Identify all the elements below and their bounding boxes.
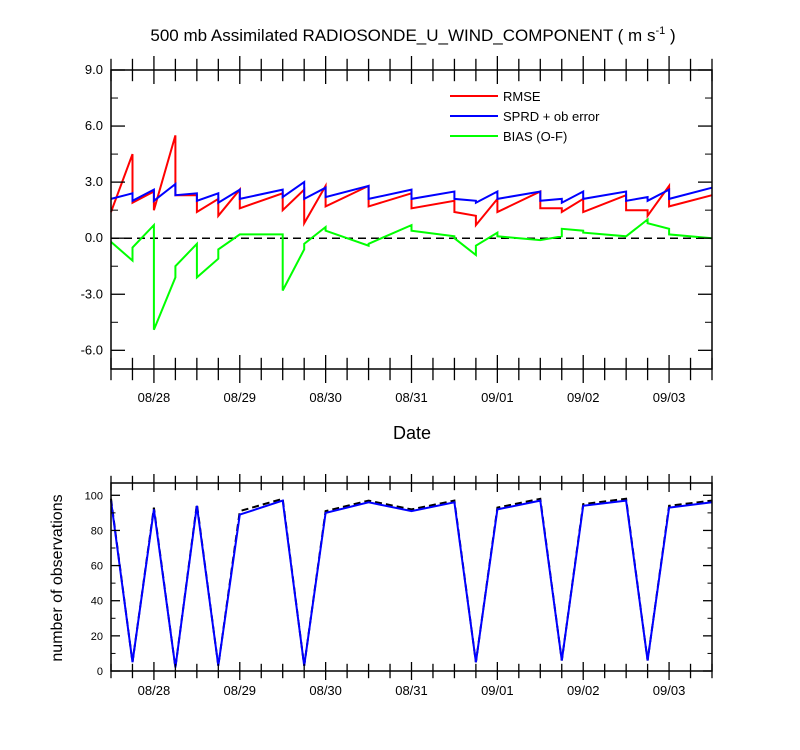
legend-label-rmse: RMSE [503, 89, 541, 104]
top-y-tick-label: -6.0 [81, 342, 103, 357]
bottom-y-tick-label: 80 [91, 525, 103, 537]
bottom-y-tick-label: 60 [91, 561, 103, 573]
chart-title-close: ) [665, 26, 675, 45]
top-x-tick-label-08-30: 08/30 [309, 390, 342, 405]
bottom-x-tick-label-08-28: 08/28 [138, 683, 171, 698]
top-x-tick-label-08-28: 08/28 [138, 390, 171, 405]
top-x-tick-label-08-29: 08/29 [224, 390, 257, 405]
bottom-y-tick-label: 0 [97, 666, 103, 678]
bottom-x-tick-label-08-31: 08/31 [395, 683, 428, 698]
top-x-tick-label-09-01: 09/01 [481, 390, 514, 405]
bottom-y-tick-label: 40 [91, 596, 103, 608]
legend: RMSE SPRD + ob error BIAS (O-F) [450, 89, 600, 144]
chart-title: 500 mb Assimilated RADIOSONDE_U_WIND_COM… [150, 25, 675, 45]
chart-title-main: 500 mb Assimilated RADIOSONDE_U_WIND_COM… [150, 26, 655, 45]
bottom-x-tick-label-09-01: 09/01 [481, 683, 514, 698]
chart-title-superscript: -1 [655, 25, 665, 37]
top-y-tick-label: 9.0 [85, 62, 103, 77]
bottom-series-assimilated [110, 499, 713, 668]
top-y-tick-label: -3.0 [81, 286, 103, 301]
y-axis-label: number of observations [49, 494, 66, 661]
bottom-series-group [110, 497, 713, 668]
bottom-x-tick-label-09-02: 09/02 [567, 683, 600, 698]
top-series-sprd-ob-error [110, 180, 713, 205]
top-x-tick-label-09-02: 09/02 [567, 390, 600, 405]
bottom-series-possible [110, 497, 713, 668]
top-series-bias-o-f [110, 217, 713, 331]
bottom-x-tick-label-08-29: 08/29 [224, 683, 257, 698]
x-axis-label: Date [393, 423, 431, 443]
bottom-y-tick-label: 20 [91, 631, 103, 643]
legend-label-bias-o-f: BIAS (O-F) [503, 129, 567, 144]
top-series-rmse [110, 135, 713, 228]
top-ticks-group: 9.0 6.0 3.0 0.0 -3.0 -6.0 08/28 08/29 08/30 08/31… [81, 56, 713, 405]
bottom-x-tick-label-08-30: 08/30 [309, 683, 342, 698]
bottom-x-tick-label-09-03: 09/03 [653, 683, 686, 698]
top-y-tick-label: 0.0 [85, 230, 103, 245]
top-plot-frame [110, 69, 713, 370]
top-panel: 9.0 6.0 3.0 0.0 -3.0 -6.0 08/28 08/29 08/30 08/31… [81, 56, 713, 443]
bottom-ticks-group: 0 20 40 60 80 100 08/28 08/29 08/30 08/31 09/01 09/… [85, 474, 713, 698]
top-y-tick-label: 3.0 [85, 174, 103, 189]
top-x-tick-label-08-31: 08/31 [395, 390, 428, 405]
bottom-y-tick-label: 100 [85, 490, 103, 502]
legend-label-sprd-ob-error: SPRD + ob error [503, 109, 600, 124]
top-series-group [110, 135, 713, 331]
top-y-tick-label: 6.0 [85, 118, 103, 133]
top-x-tick-label-09-03: 09/03 [653, 390, 686, 405]
bottom-panel: 0 20 40 60 80 100 08/28 08/29 08/30 08/31 09/01 09/… [49, 474, 713, 698]
